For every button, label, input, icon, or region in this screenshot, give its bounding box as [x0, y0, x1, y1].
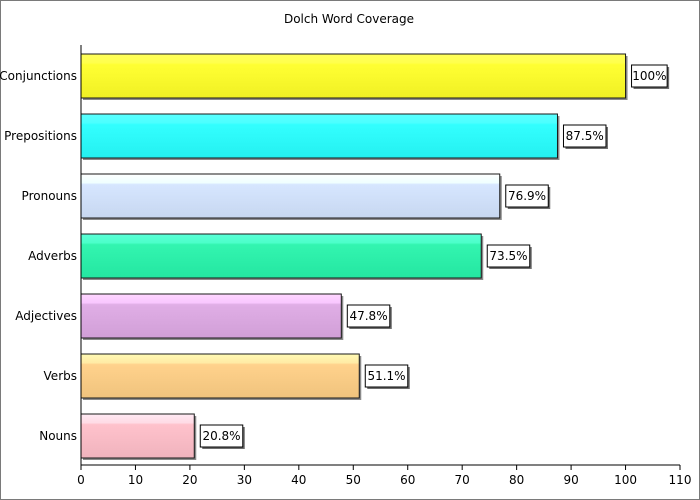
bar-verbs: [80, 353, 360, 399]
value-label-box: [346, 304, 391, 328]
value-label: 87.5%: [566, 129, 604, 143]
category-label: Conjunctions: [0, 69, 77, 83]
x-tick-label: 30: [237, 473, 252, 487]
category-label: Pronouns: [22, 189, 77, 203]
value-label-box: [486, 244, 531, 268]
x-tick-label: 110: [669, 473, 692, 487]
category-label: Adjectives: [15, 309, 77, 323]
x-tick-label: 10: [128, 473, 143, 487]
bar-conjunctions: [80, 53, 627, 99]
category-label: Prepositions: [4, 129, 77, 143]
value-label-box: [631, 64, 668, 88]
chart-title: Dolch Word Coverage: [284, 12, 414, 26]
value-label: 73.5%: [489, 249, 527, 263]
category-label: Nouns: [39, 429, 77, 443]
bar-nouns: [80, 413, 195, 459]
axes-group: Conjunctions Prepositions Pronouns Adverbs A…: [0, 45, 691, 487]
x-tick-label: 100: [614, 473, 637, 487]
x-tick-label: 50: [346, 473, 361, 487]
x-tick-label: 20: [182, 473, 197, 487]
bar-adjectives: [80, 293, 342, 339]
x-tick-label: 70: [455, 473, 470, 487]
category-label: Adverbs: [28, 249, 77, 263]
value-label: 100%: [632, 69, 666, 83]
value-label: 76.9%: [508, 189, 546, 203]
bar-pronouns: [80, 173, 501, 219]
bar-prepositions: [80, 113, 558, 159]
x-tick-label: 60: [400, 473, 415, 487]
value-label-box: [562, 124, 607, 148]
category-label: Verbs: [44, 369, 77, 383]
value-label-box: [364, 364, 409, 388]
x-tick-label: 90: [563, 473, 578, 487]
value-label-box: [199, 424, 244, 448]
bar-adverbs: [80, 233, 482, 279]
x-tick-label: 80: [509, 473, 524, 487]
x-tick-label: 40: [291, 473, 306, 487]
x-tick-label: 0: [77, 473, 85, 487]
value-label: 51.1%: [367, 369, 405, 383]
value-label-box: [505, 184, 549, 208]
value-label: 47.8%: [349, 309, 387, 323]
bars-group: 100% 87.5% 76.9% 73.5% 47.8% 51.1% 20.8%: [80, 53, 670, 460]
value-label: 20.8%: [202, 429, 240, 443]
